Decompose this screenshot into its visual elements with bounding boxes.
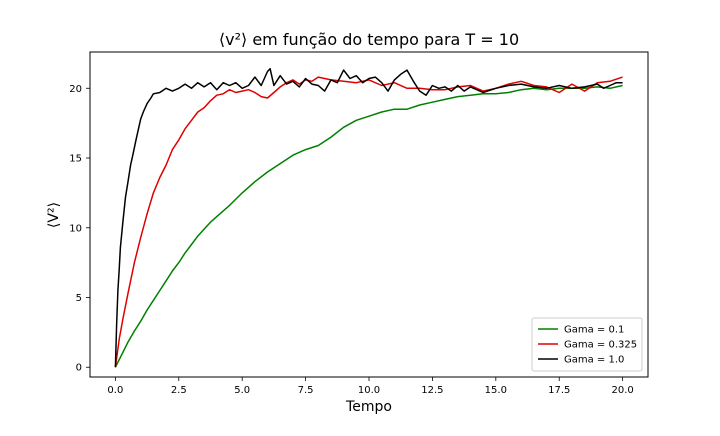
y-tick-label: 10	[69, 223, 82, 234]
x-tick-label: 7.5	[298, 385, 314, 396]
legend-label: Gama = 0.1	[564, 325, 624, 336]
x-tick-label: 20.0	[612, 385, 634, 396]
legend-label: Gama = 0.325	[564, 340, 637, 351]
x-tick-label: 10.0	[358, 385, 380, 396]
x-tick-label: 15.0	[485, 385, 507, 396]
y-axis-label: ⟨V²⟩	[46, 202, 62, 228]
y-axis: 0 5 10 15 20	[69, 84, 90, 374]
plot-lines	[114, 67, 623, 368]
x-axis-label: Tempo	[345, 399, 392, 415]
x-axis: 0.0 2.5 5.0 7.5 10.0 12.5 15.0 17.5 20.0	[107, 377, 634, 396]
y-tick-label: 5	[76, 293, 82, 304]
x-tick-label: 5.0	[234, 385, 250, 396]
legend-label: Gama = 1.0	[564, 355, 624, 366]
x-tick-label: 12.5	[421, 385, 443, 396]
legend: Gama = 0.1 Gama = 0.325 Gama = 1.0	[531, 317, 643, 372]
chart-title: ⟨v²⟩ em função do tempo para T = 10	[219, 30, 519, 49]
series-line-3	[114, 67, 623, 368]
y-tick-label: 0	[76, 363, 82, 374]
x-tick-label: 0.0	[107, 385, 123, 396]
legend-box	[531, 317, 643, 372]
x-tick-label: 2.5	[171, 385, 187, 396]
series-line-1	[114, 84, 623, 368]
y-tick-label: 15	[69, 154, 82, 165]
x-tick-label: 17.5	[548, 385, 570, 396]
y-tick-label: 20	[69, 84, 82, 95]
